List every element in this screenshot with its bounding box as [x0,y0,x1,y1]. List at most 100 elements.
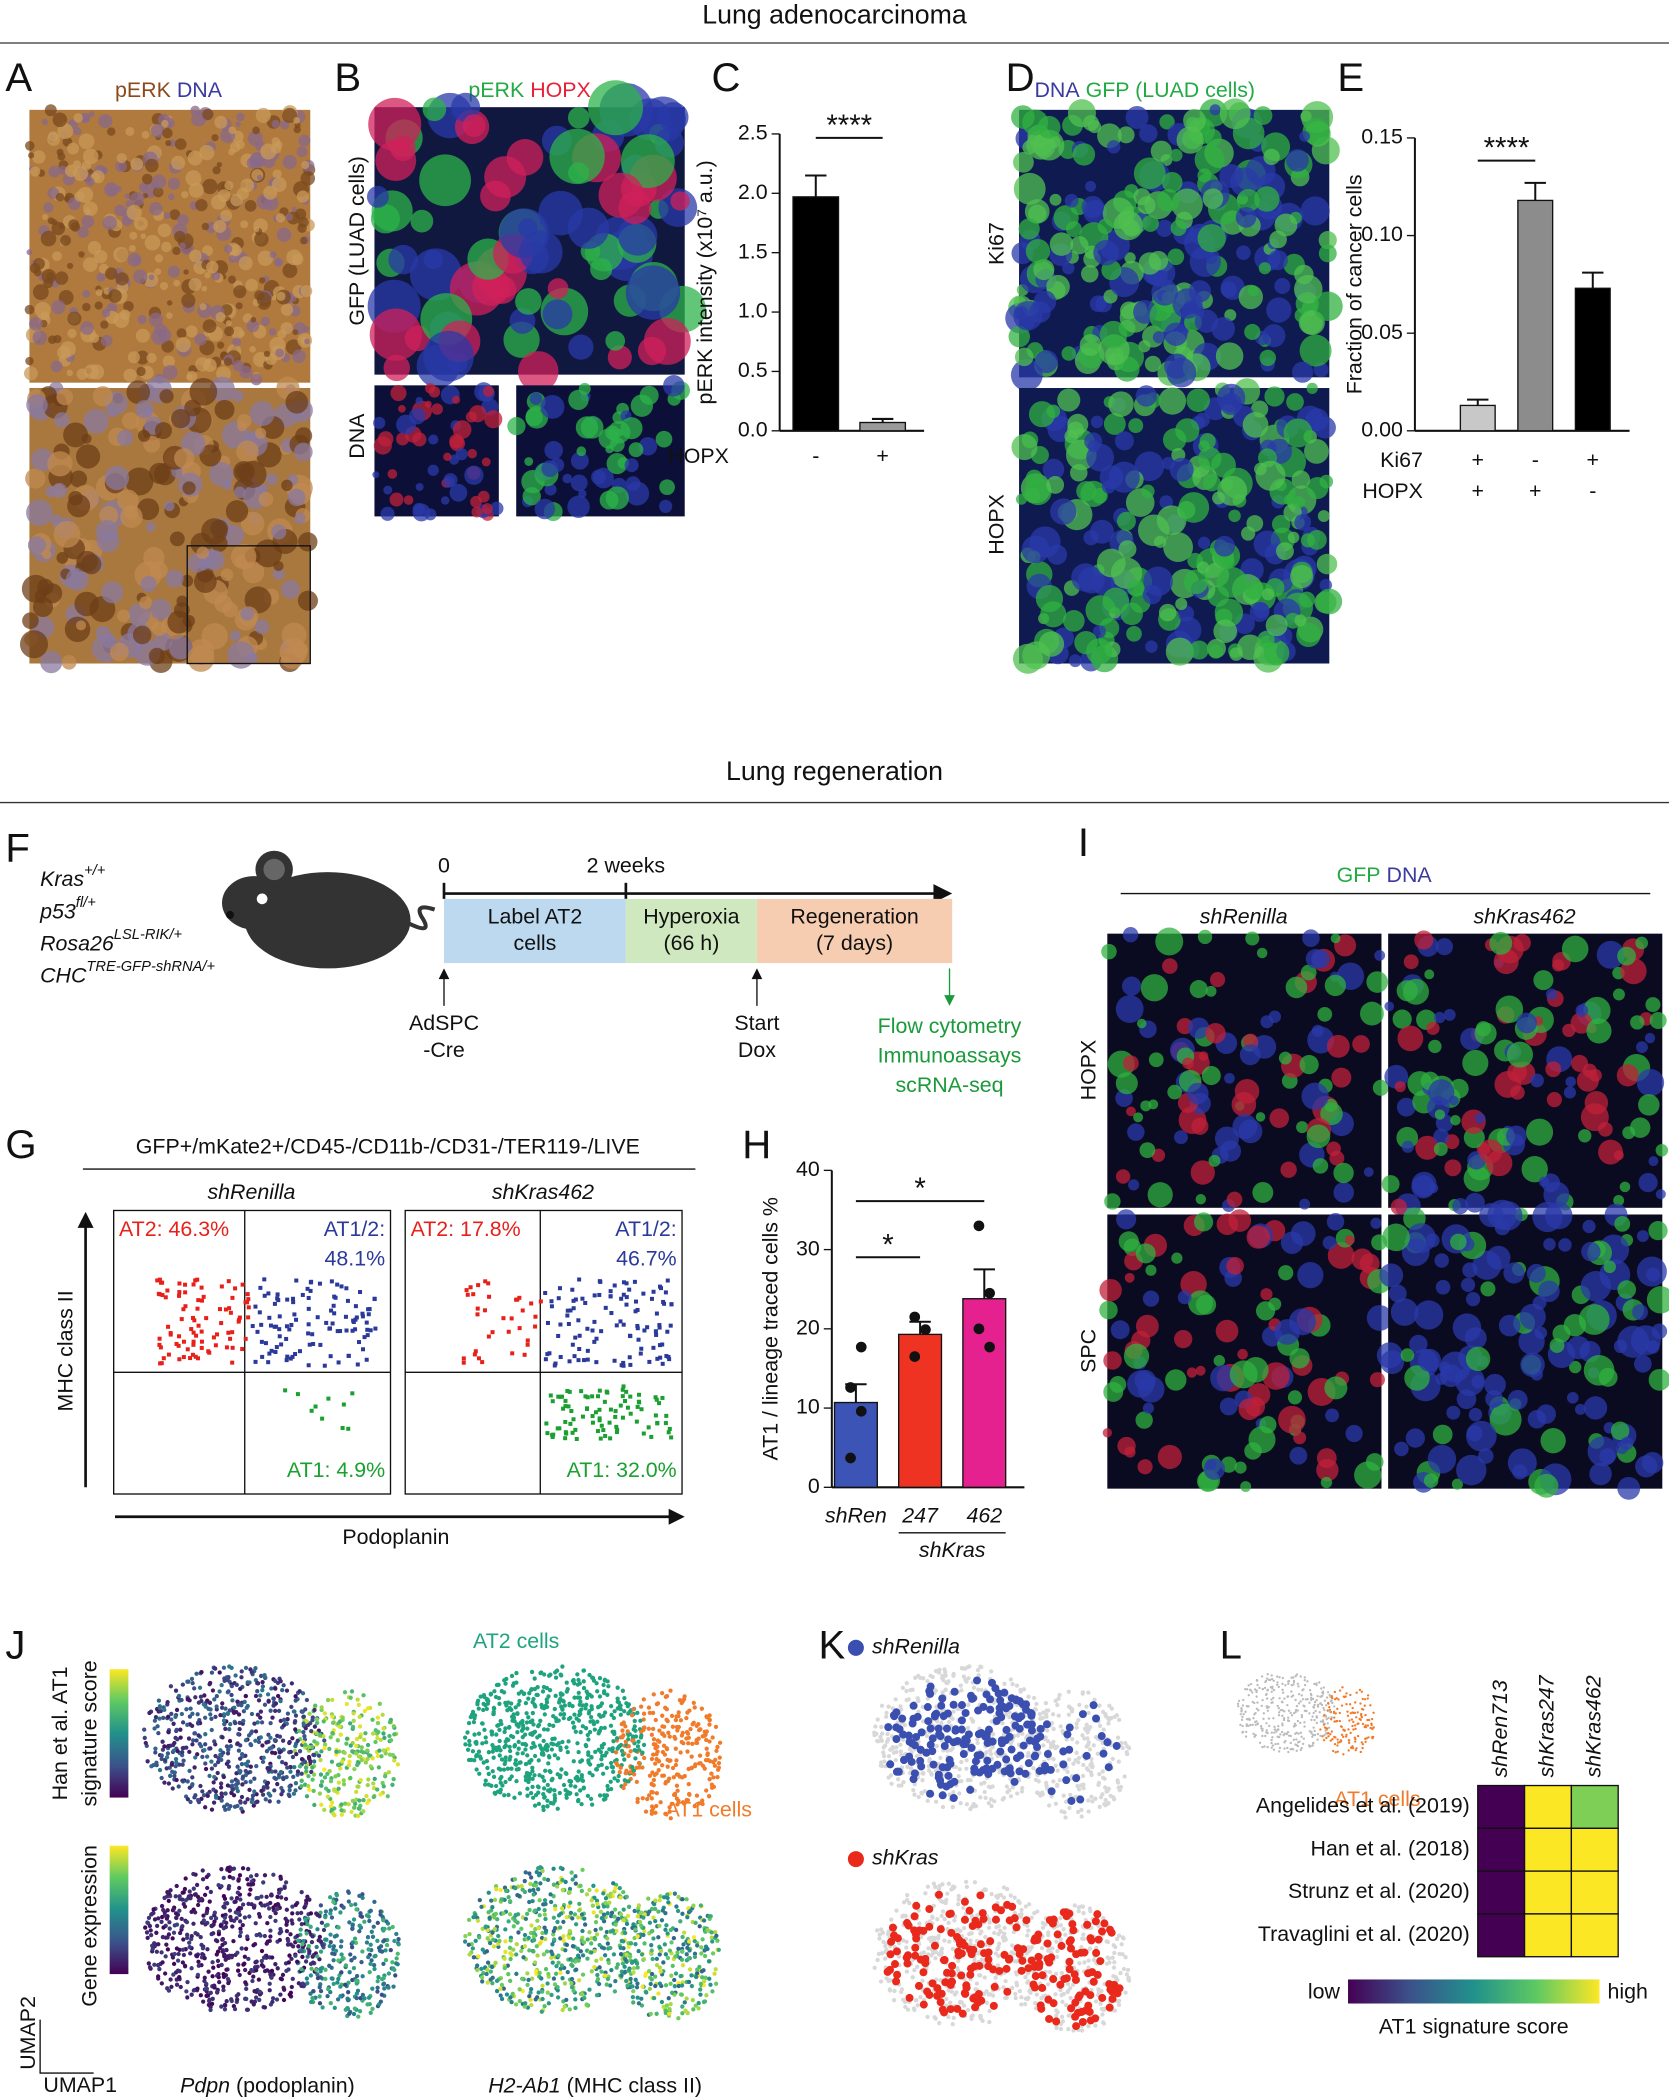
umap-dot [621,1785,626,1791]
umap-dot [169,1717,174,1722]
gate-label: GFP+/mKate2+/CD45-/CD11b-/CD31-/TER119-/… [136,1134,640,1158]
cell [100,320,109,329]
umap-dot [485,1765,490,1771]
umap-dot [166,1898,171,1904]
cell [462,114,486,137]
umap-dot [281,1776,286,1782]
umap-dot [660,1731,665,1737]
umap-dot [254,1872,259,1878]
cell [1186,388,1210,413]
umap-dot [287,1953,292,1958]
cell [1142,585,1162,605]
cell [398,404,406,413]
cell [1134,451,1165,482]
cell [576,446,587,457]
umap-dot [581,1668,586,1673]
cell [1175,418,1200,443]
umap-dot [273,1701,279,1706]
umap-dot [230,1698,235,1703]
umap-dot [366,1995,372,2000]
umap-dot [142,1735,147,1741]
cell [1312,1158,1329,1174]
cell [187,645,215,672]
umap-dot [243,1665,249,1670]
flow-dot [165,1288,170,1293]
umap-dot [497,1701,502,1706]
flow-dot [598,1436,603,1441]
umap-dot [267,1799,272,1804]
cell [1435,938,1453,956]
flow-dot [635,1326,640,1331]
umap-dot [560,1692,565,1697]
umap-dot [180,1720,186,1725]
panel-letter: K [818,1622,845,1667]
umap-dot [547,1768,552,1774]
cell [1213,619,1238,644]
umap-dot [232,1705,237,1710]
flow-dot [226,1330,231,1335]
cell [1011,434,1038,461]
cell [67,142,79,155]
cell [369,308,422,361]
umap-dot [484,1740,489,1745]
cell [232,360,245,372]
cell [204,272,211,279]
umap-dot [548,1672,553,1677]
umap-dot [679,1700,684,1706]
cell [201,623,228,650]
panel-letter: G [5,1122,36,1167]
umap-dot [200,1754,205,1760]
umap-dot [225,1783,231,1788]
stain: pERK [468,78,525,102]
umap-dot [209,1759,214,1764]
axis-label: MHC class II [54,1290,78,1411]
cell [102,215,117,231]
umap-dot [192,1686,197,1691]
flow-dot [592,1319,597,1324]
umap-dot [219,2004,224,2009]
cell [1035,584,1064,613]
cell [1630,1325,1661,1356]
cell [1638,1172,1658,1193]
cell [117,609,130,623]
flow-dot [317,1281,322,1286]
cell [1285,976,1308,999]
cell [1157,1444,1182,1470]
umap-dot [268,1934,273,1939]
cell [223,357,233,366]
flow-dot [608,1289,613,1294]
flow-dot [597,1418,602,1423]
genotype: Kras+/+ p53fl/+ Rosa26LSL-RIK/+ CHCTRE-G… [39,863,215,987]
umap-dot [318,1757,323,1763]
umap-dot [319,1802,324,1807]
cell [1034,350,1058,374]
flow-dot [320,1416,325,1421]
umap-dot [256,1739,262,1745]
umap-dot [498,1780,503,1785]
umap-dot [289,1704,294,1710]
umap-dot [552,1788,557,1793]
umap-dot [360,1949,365,1954]
cell [1096,548,1126,578]
cell [183,269,189,275]
cell [282,107,298,124]
umap-dot [149,1911,155,1917]
cell [1632,1304,1648,1321]
umap-dot [236,1962,241,1967]
cell [544,483,557,496]
umap-dot [530,1776,535,1782]
umap-dot [253,1995,259,2000]
umap-dot [494,1682,500,1688]
umap-dot [164,1766,169,1771]
flow-dot [160,1280,165,1285]
umap-dot [352,1936,358,1941]
umap-dot [664,1746,670,1752]
umap-dot [363,1731,368,1736]
cell [249,152,265,169]
umap-dot [231,1939,236,1944]
umap-dot [234,1710,239,1715]
umap-dot [174,1707,180,1713]
flow-dot [335,1329,340,1334]
umap-dot [245,1680,250,1685]
